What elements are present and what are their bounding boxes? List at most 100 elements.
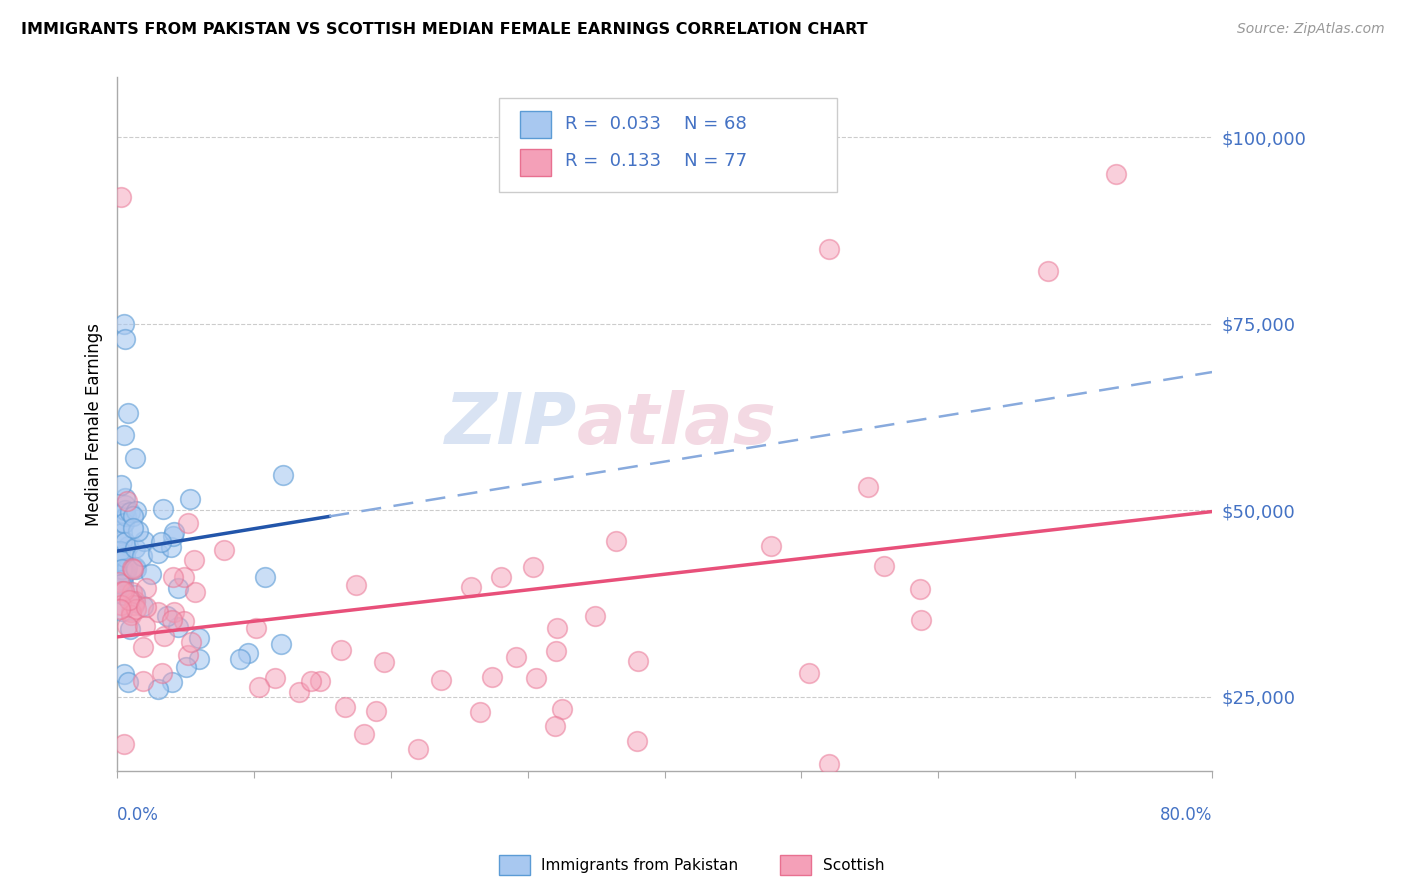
Point (481, 669, 503, 683)
Point (115, 561, 138, 575)
Point (156, 609, 179, 624)
Point (162, 529, 184, 543)
Point (124, 541, 146, 555)
Point (799, 665, 821, 680)
Point (125, 562, 148, 576)
Point (150, 535, 173, 549)
Point (187, 631, 209, 645)
Point (132, 640, 155, 654)
Point (114, 491, 136, 505)
Point (790, 787, 813, 801)
Point (114, 565, 136, 579)
Point (329, 643, 352, 657)
Text: R =  0.133    N = 77: R = 0.133 N = 77 (565, 153, 748, 170)
Point (111, 604, 134, 618)
Point (183, 553, 205, 567)
Point (160, 674, 183, 689)
Point (546, 621, 568, 635)
Text: ZIP: ZIP (444, 390, 576, 458)
Point (406, 741, 429, 756)
Point (150, 665, 173, 680)
Point (148, 546, 170, 560)
Point (110, 478, 132, 492)
Point (112, 737, 135, 751)
Point (544, 643, 567, 657)
Point (583, 609, 606, 624)
Point (908, 582, 931, 596)
Point (118, 592, 141, 607)
Point (112, 576, 135, 591)
Point (856, 480, 879, 494)
Point (110, 598, 132, 612)
Point (134, 619, 156, 633)
Point (162, 605, 184, 619)
Text: 80.0%: 80.0% (1160, 805, 1212, 824)
Point (288, 684, 311, 698)
Point (108, 573, 131, 587)
Point (174, 659, 197, 673)
Point (112, 317, 135, 331)
Point (152, 502, 174, 516)
Point (522, 559, 544, 574)
Point (344, 578, 367, 592)
Point (108, 575, 131, 590)
Point (112, 516, 135, 531)
Point (114, 503, 136, 517)
Point (114, 509, 136, 524)
Point (491, 570, 513, 584)
Point (229, 652, 252, 666)
Point (245, 622, 267, 636)
Point (1105, 168, 1128, 182)
Point (177, 648, 200, 662)
Point (111, 534, 134, 549)
Point (124, 602, 146, 616)
Point (111, 583, 134, 598)
Point (114, 547, 136, 561)
Point (177, 516, 200, 530)
Point (162, 613, 184, 627)
Point (111, 562, 134, 576)
Point (124, 588, 146, 602)
Text: Scottish: Scottish (823, 858, 884, 872)
Point (108, 602, 131, 616)
Text: Immigrants from Pakistan: Immigrants from Pakistan (541, 858, 738, 872)
Point (271, 467, 294, 482)
Point (818, 756, 841, 771)
Point (124, 595, 146, 609)
Point (910, 613, 932, 627)
Point (120, 607, 142, 622)
Point (124, 594, 146, 608)
Point (460, 580, 482, 594)
Point (212, 543, 235, 558)
Point (124, 560, 146, 574)
Point (111, 506, 134, 520)
Point (148, 682, 170, 697)
Point (163, 525, 186, 540)
Point (1036, 264, 1059, 278)
Point (180, 635, 202, 649)
Point (373, 655, 395, 669)
Y-axis label: Median Female Earnings: Median Female Earnings (86, 323, 103, 525)
Point (364, 704, 387, 718)
Point (112, 566, 135, 580)
Point (179, 492, 201, 507)
Point (118, 505, 141, 519)
Point (117, 674, 139, 689)
Point (544, 719, 567, 733)
Point (122, 521, 145, 535)
Point (122, 562, 145, 576)
Point (166, 581, 188, 595)
Point (121, 561, 143, 575)
Point (132, 599, 155, 613)
Point (121, 584, 143, 599)
Point (153, 629, 176, 643)
Point (112, 428, 135, 442)
Point (132, 533, 155, 548)
Point (111, 526, 134, 541)
Point (184, 585, 207, 599)
Point (468, 705, 491, 719)
Point (627, 654, 650, 668)
Point (114, 549, 136, 564)
Point (118, 622, 141, 636)
Point (299, 674, 322, 689)
